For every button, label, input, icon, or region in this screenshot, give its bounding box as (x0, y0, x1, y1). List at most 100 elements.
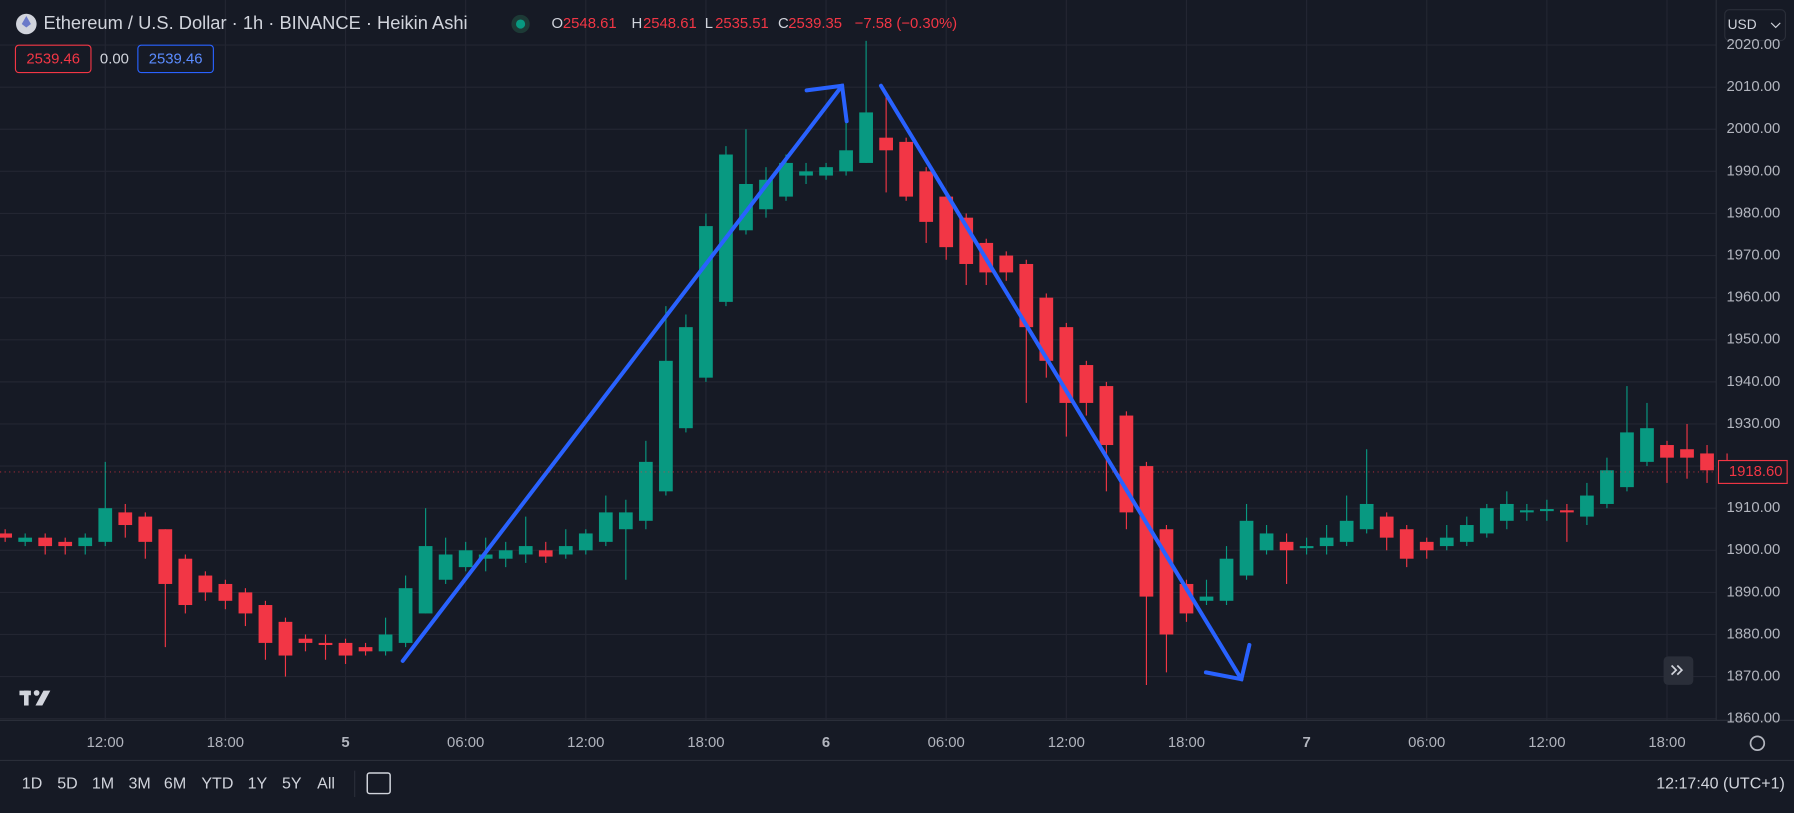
candle-body (1379, 516, 1394, 538)
x-tick-label: 12:00 (1528, 735, 1565, 751)
candle-body (1620, 432, 1634, 488)
x-tick-label: 06:00 (447, 735, 484, 751)
candle-body (1359, 503, 1374, 530)
candle-body (779, 162, 793, 197)
up-arrow (400, 83, 845, 663)
candle-body (478, 554, 493, 559)
candle-body (1419, 541, 1434, 551)
range-button[interactable]: YTD (201, 776, 233, 793)
candle-body (138, 516, 153, 542)
eth-icon (21, 16, 31, 28)
candle-body (819, 167, 833, 176)
candles (0, 40, 1734, 686)
candle-body (1219, 558, 1234, 601)
candle-body (679, 327, 693, 429)
up-arrow-head (804, 83, 849, 124)
clock: 12:17:40 (UTC+1) (1656, 776, 1785, 793)
candle-body (899, 141, 914, 197)
indicator-box (14, 44, 92, 74)
range-button[interactable]: 6M (164, 776, 186, 793)
candle-body (1079, 365, 1094, 403)
candle-body (1279, 541, 1294, 551)
currency-label[interactable]: USD (1728, 17, 1757, 32)
y-tick-label: 1990.00 (1727, 163, 1781, 179)
y-tick-label: 1980.00 (1727, 205, 1781, 221)
candle-body (999, 255, 1014, 273)
candle-body (458, 550, 473, 568)
candle-body (578, 533, 593, 551)
legend-change: −7.58 (−0.30%) (855, 16, 958, 32)
legend-label: O (551, 16, 563, 32)
range-button[interactable]: 5Y (282, 776, 302, 793)
x-tick-label: 6 (822, 735, 830, 751)
y-tick-label: 2010.00 (1727, 79, 1781, 95)
candle-body (1700, 453, 1714, 471)
x-tick-label: 12:00 (567, 735, 604, 751)
chart-title: Ethereum / U.S. Dollar · 1h · BINANCE · … (43, 12, 467, 33)
range-button[interactable]: All (317, 776, 335, 793)
y-tick-label: 1890.00 (1727, 584, 1781, 600)
candle-body (1660, 445, 1674, 458)
scroll-button[interactable] (1663, 656, 1694, 685)
candle-body (98, 508, 113, 542)
y-tick-label: 1970.00 (1727, 247, 1781, 263)
last-price-label: 1918.60 (1729, 464, 1783, 480)
tv-logo (19, 690, 51, 706)
candle-body (418, 546, 433, 614)
legend-label: C (778, 16, 789, 32)
status-dot (516, 19, 526, 29)
y-tick-label: 2000.00 (1727, 121, 1781, 137)
candle-body (558, 546, 573, 555)
candle-body (358, 647, 373, 652)
candle-body (398, 588, 413, 643)
candle-body (719, 154, 733, 302)
candle-body (278, 621, 293, 656)
candle-body (598, 512, 613, 542)
x-tick-label: 06:00 (1408, 735, 1445, 751)
x-tick-label: 5 (341, 735, 349, 751)
candle-body (118, 512, 133, 526)
down-arrow-head (1203, 642, 1252, 682)
range-button[interactable]: 1D (22, 776, 42, 793)
y-tick-label: 1860.00 (1727, 711, 1781, 727)
range-button[interactable]: 1M (92, 776, 114, 793)
candle-body (1560, 510, 1574, 513)
y-tick-label: 1910.00 (1727, 500, 1781, 516)
candle-body (1039, 297, 1054, 361)
candle-body (659, 360, 673, 492)
candle-body (839, 150, 853, 172)
x-tick-label: 18:00 (1168, 735, 1205, 751)
candle-body (518, 546, 533, 555)
candle-body (238, 592, 253, 614)
x-tick-label: 12:00 (87, 735, 124, 751)
indicator-value: 2539.46 (26, 51, 80, 67)
indicator-value: 0.00 (100, 51, 129, 67)
candle-body (1199, 596, 1214, 601)
y-tick-label: 1940.00 (1727, 374, 1781, 390)
range-button[interactable]: 3M (128, 776, 150, 793)
currency-caret (1770, 22, 1781, 29)
candle-body (1159, 529, 1174, 635)
candle-body (58, 541, 73, 547)
candle-body (1139, 466, 1154, 597)
candle-body (919, 171, 934, 222)
x-tick-label: 18:00 (207, 735, 244, 751)
settings-icon[interactable] (1749, 735, 1766, 751)
range-button[interactable]: 1Y (248, 776, 268, 793)
down-arrow (878, 83, 1244, 682)
candle-body (1640, 428, 1654, 462)
candle-body (1259, 533, 1274, 551)
candle-body (1680, 449, 1694, 458)
date-range-icon[interactable] (366, 772, 391, 795)
range-button[interactable]: 5D (57, 776, 77, 793)
x-tick-label: 18:00 (1648, 735, 1685, 751)
y-tick-label: 1960.00 (1727, 290, 1781, 306)
y-tick-label: 1950.00 (1727, 332, 1781, 348)
candle-body (1459, 525, 1474, 542)
x-tick-label: 12:00 (1048, 735, 1085, 751)
candle-body (1339, 520, 1354, 542)
candle-body (1299, 546, 1314, 549)
legend-value: 2535.51 (715, 16, 769, 32)
currency-button[interactable] (1724, 9, 1786, 42)
